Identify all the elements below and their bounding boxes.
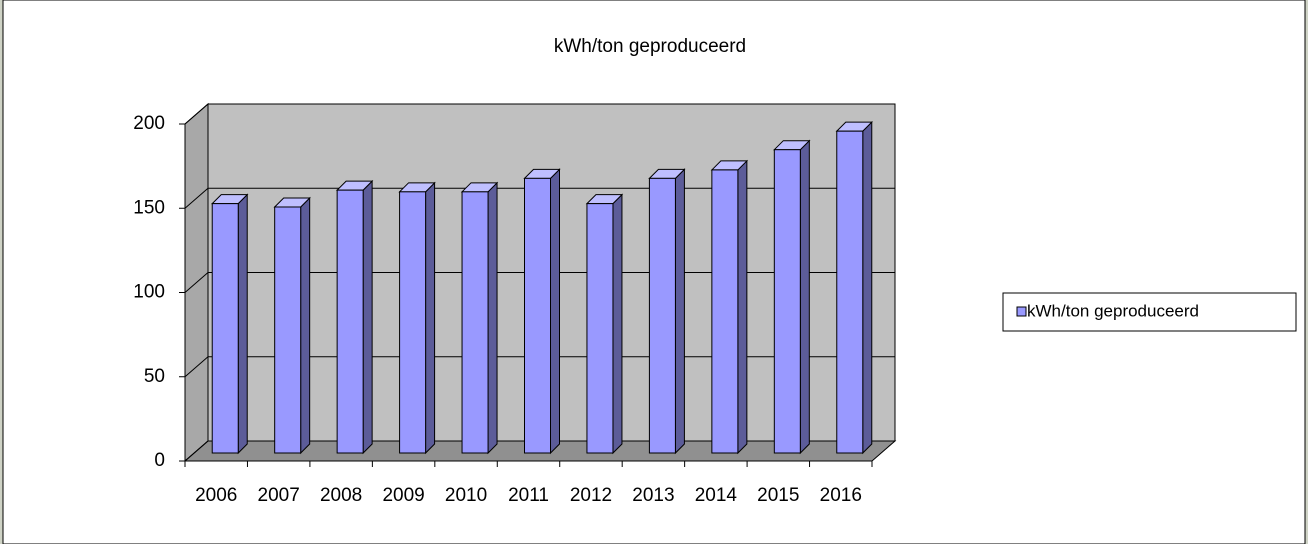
y-tick-label: 150 <box>133 197 165 218</box>
bar-side <box>300 196 311 455</box>
grid-line <box>184 440 209 462</box>
x-tick-label: 2016 <box>820 485 862 506</box>
legend-swatch <box>1016 306 1027 317</box>
x-tick-label: 2009 <box>382 485 424 506</box>
bar <box>711 169 739 454</box>
x-tick-label: 2012 <box>570 485 612 506</box>
grid-line <box>184 103 209 125</box>
bar-side <box>612 193 623 455</box>
bar <box>336 189 364 454</box>
bar <box>274 206 302 454</box>
bar <box>211 203 239 454</box>
bar-side <box>674 168 685 455</box>
x-tick-label: 2007 <box>258 485 300 506</box>
x-tick-label: 2006 <box>195 485 237 506</box>
legend-box <box>1002 292 1297 332</box>
y-tick-label: 100 <box>133 282 165 303</box>
bar-side <box>550 168 560 455</box>
bar <box>648 177 676 454</box>
legend-label: kWh/ton geproduceerd <box>1027 301 1199 320</box>
bar-side <box>237 193 248 455</box>
bar-side <box>487 181 498 455</box>
bar-side <box>737 159 748 455</box>
x-tick-label: 2010 <box>445 485 487 506</box>
x-tick-label: 2015 <box>757 485 799 506</box>
bar-side <box>799 139 810 455</box>
bar <box>461 191 489 454</box>
bar <box>524 177 551 454</box>
bar-side <box>425 181 436 455</box>
y-tick-label: 50 <box>144 366 165 387</box>
bar-side <box>362 179 373 455</box>
bar <box>586 203 614 454</box>
x-tick-label: 2013 <box>632 485 674 506</box>
chart-title: kWh/ton geproduceerd <box>554 36 746 57</box>
bar <box>836 130 864 454</box>
x-tick-label: 2014 <box>695 485 738 506</box>
y-tick-label: 200 <box>133 113 165 134</box>
x-tick-label: 2011 <box>508 485 549 506</box>
grid-line <box>184 272 209 293</box>
x-tick-label: 2008 <box>320 485 362 506</box>
bar-side <box>862 120 873 455</box>
grid-line <box>184 187 209 209</box>
grid-line <box>184 356 209 378</box>
bar <box>773 149 801 454</box>
y-tick-label: 0 <box>154 450 165 471</box>
bar <box>399 191 427 454</box>
